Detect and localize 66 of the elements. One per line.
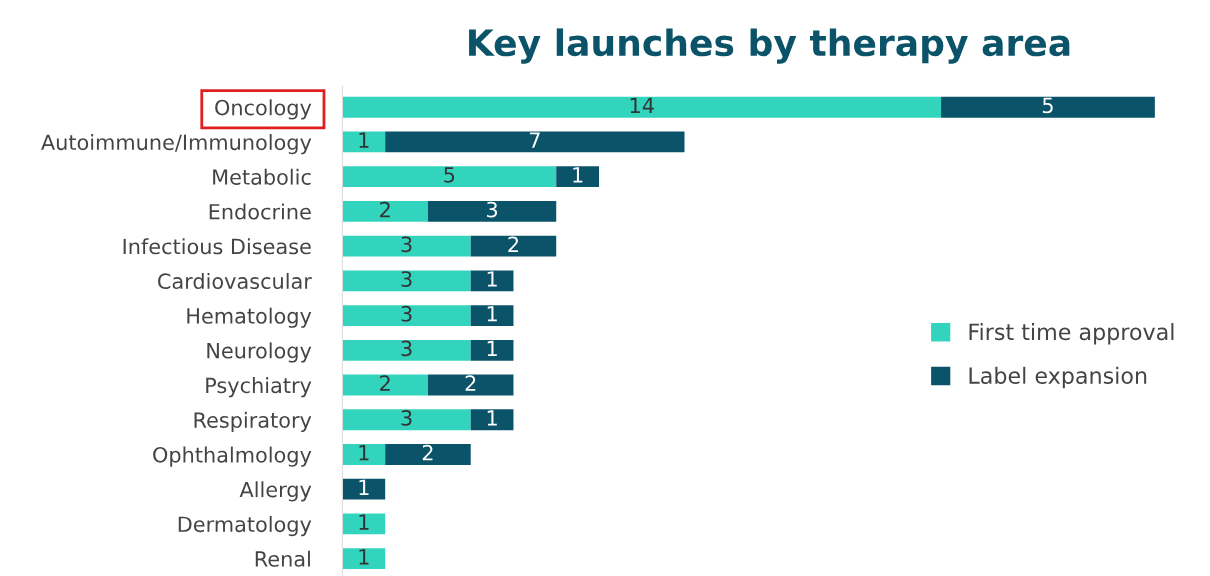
bar <box>342 96 942 118</box>
bar <box>427 200 557 222</box>
bar <box>342 444 386 465</box>
data-label: 3 <box>401 305 412 322</box>
data-label: 1 <box>359 445 369 461</box>
y-tick-label: Neurology <box>207 342 312 363</box>
y-tick-label: Oncology <box>215 99 312 120</box>
bar <box>342 548 386 570</box>
data-label: 1 <box>359 514 369 530</box>
data-label: 1 <box>487 306 497 322</box>
bar <box>385 444 471 465</box>
data-label: 1 <box>573 167 583 183</box>
data-label: 2 <box>508 236 519 252</box>
bar <box>342 339 471 361</box>
data-label: 3 <box>487 201 498 218</box>
bar <box>342 270 471 292</box>
y-tick-label: Metabolic <box>213 168 311 185</box>
y-tick-label: Autoimmune/Immunology <box>41 134 312 155</box>
data-label: 2 <box>380 201 390 218</box>
bar <box>342 166 557 188</box>
data-label: 3 <box>401 410 412 426</box>
data-label: 1 <box>359 549 369 565</box>
bar <box>470 270 514 292</box>
y-tick-label: Cardiovascular <box>158 272 312 290</box>
bar <box>470 339 514 361</box>
data-label: 3 <box>401 236 412 253</box>
bar <box>470 305 514 326</box>
bar <box>342 305 471 326</box>
data-label: 2 <box>380 375 390 391</box>
data-label: 1 <box>487 340 497 357</box>
bar <box>342 235 471 257</box>
y-tick-label: Psychiatry <box>206 377 312 398</box>
data-label: 1 <box>359 132 369 148</box>
y-tick-label: Allergy <box>239 481 312 502</box>
legend-label: First time approval <box>969 323 1174 345</box>
data-label: 1 <box>359 479 369 495</box>
bar <box>427 374 514 396</box>
data-label: 2 <box>465 375 476 391</box>
y-tick-label: Endocrine <box>209 203 311 220</box>
bar <box>470 409 514 431</box>
y-tick-label: Ophthalmology <box>153 446 312 467</box>
bar <box>385 131 685 153</box>
data-label: 2 <box>422 444 433 461</box>
data-label: 7 <box>529 132 540 148</box>
bar <box>342 513 386 535</box>
data-label: 5 <box>1042 97 1053 114</box>
bar <box>941 96 1155 118</box>
bar <box>342 478 386 500</box>
bar <box>342 374 428 396</box>
data-label: 5 <box>444 167 455 183</box>
data-label: 3 <box>401 271 412 287</box>
bar <box>342 409 471 431</box>
bar <box>470 235 557 257</box>
y-tick-label: Renal <box>255 550 310 567</box>
data-label: 1 <box>487 271 497 287</box>
y-tick-label: Respiratory <box>194 411 312 432</box>
data-label: 1 <box>487 410 497 426</box>
y-tick-label: Infectious Disease <box>123 238 311 255</box>
chart-title: Key launches by therapy area <box>469 28 1070 64</box>
legend-label: Label expansion <box>969 366 1147 389</box>
y-tick-label: Dermatology <box>178 516 312 537</box>
bar <box>342 200 428 222</box>
data-label: 14 <box>630 97 654 113</box>
bar <box>556 166 599 188</box>
data-label: 3 <box>401 340 412 357</box>
y-tick-label: Hematology <box>187 307 312 328</box>
